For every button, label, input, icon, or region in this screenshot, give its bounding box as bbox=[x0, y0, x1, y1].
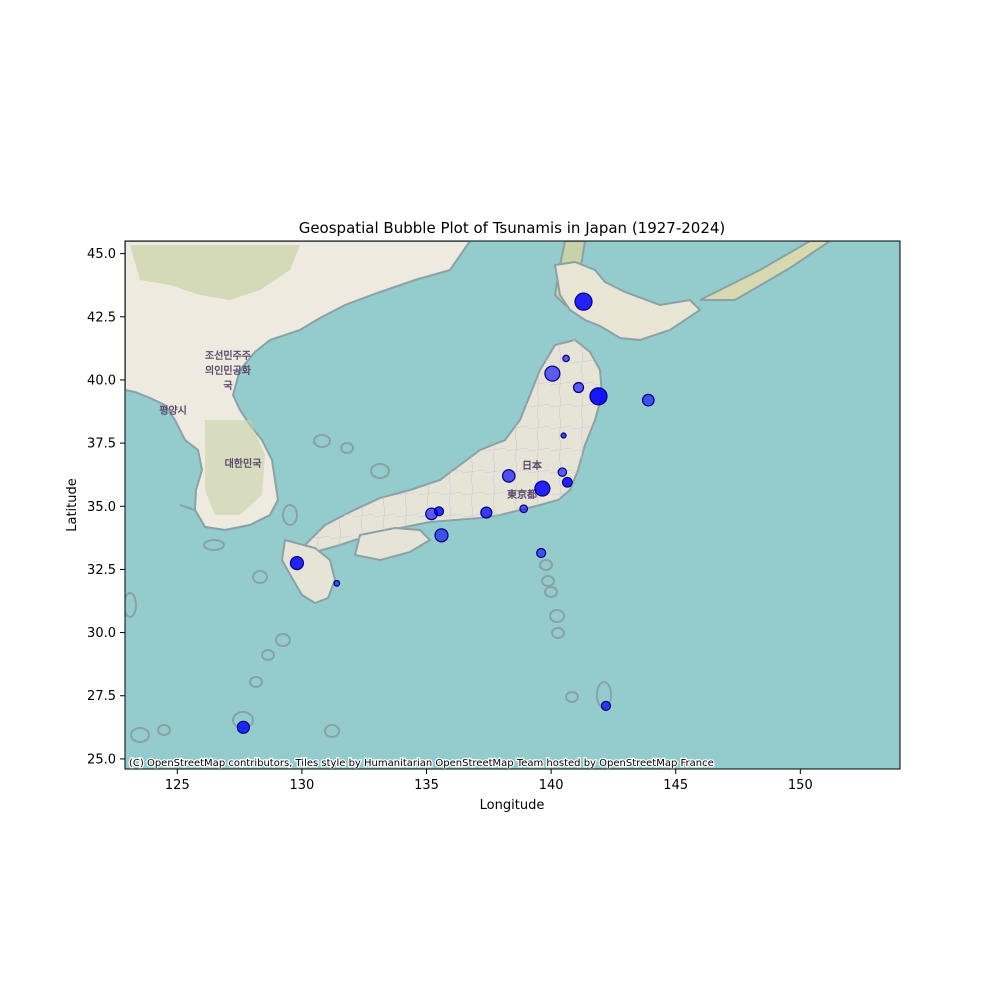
y-tick-label: 32.5 bbox=[87, 563, 116, 578]
tsunami-bubble[interactable] bbox=[600, 700, 612, 711]
tsunami-bubble[interactable] bbox=[562, 354, 570, 363]
y-tick-label: 25.0 bbox=[87, 752, 116, 767]
basemap-labels: 조선민주주 의인민공화 국 평양시 대한민국 日本 東京都 bbox=[159, 349, 543, 501]
x-axis-label: Longitude bbox=[480, 798, 545, 813]
tsunami-bubble[interactable] bbox=[501, 469, 516, 483]
chart-title: Geospatial Bubble Plot of Tsunamis in Ja… bbox=[299, 219, 726, 237]
tsunami-bubble[interactable] bbox=[434, 528, 449, 543]
y-axis-label: Latitude bbox=[65, 478, 80, 532]
map-label-dprk-3: 국 bbox=[223, 380, 232, 392]
tsunami-bubble[interactable] bbox=[641, 393, 655, 407]
y-axis: 25.0 27.5 30.0 32.5 35.0 37.5 40.0 42.5 45.0 bbox=[87, 247, 125, 767]
tsunami-bubble[interactable] bbox=[557, 467, 568, 477]
tsunami-bubble[interactable] bbox=[534, 480, 551, 497]
tsunami-bubble[interactable] bbox=[561, 476, 573, 488]
land-ryukyu-islands bbox=[125, 434, 390, 743]
y-tick-label: 37.5 bbox=[87, 437, 116, 452]
y-tick-label: 27.5 bbox=[87, 689, 116, 704]
tsunami-bubble[interactable] bbox=[236, 720, 250, 734]
land-korea-coast bbox=[179, 499, 279, 532]
land-kyushu bbox=[280, 538, 337, 605]
x-axis: 125 130 135 140 145 150 bbox=[165, 769, 813, 793]
y-tick-label: 42.5 bbox=[87, 310, 116, 325]
x-tick-label: 125 bbox=[165, 778, 190, 793]
tsunami-bubble[interactable] bbox=[544, 365, 561, 382]
y-tick-label: 40.0 bbox=[87, 373, 116, 388]
tsunami-bubble[interactable] bbox=[560, 432, 567, 439]
tsunami-bubble[interactable] bbox=[536, 547, 547, 559]
bubble-layer bbox=[236, 292, 655, 734]
tsunami-bubble[interactable] bbox=[519, 504, 529, 514]
map-label-pyongyang: 평양시 bbox=[159, 404, 187, 417]
land-hokkaido bbox=[553, 260, 702, 342]
tsunami-bubble[interactable] bbox=[289, 556, 305, 571]
tsunami-bubble[interactable] bbox=[589, 387, 608, 406]
map-label-dprk-2: 의인민공화 bbox=[205, 364, 252, 377]
map-label-tokyo: 東京都 bbox=[507, 488, 537, 501]
map-label-japan: 日本 bbox=[522, 459, 543, 472]
plot-frame bbox=[124, 240, 901, 770]
x-tick-label: 130 bbox=[290, 778, 315, 793]
x-tick-label: 135 bbox=[414, 778, 439, 793]
map-attribution: (C) OpenStreetMap contributors, Tiles st… bbox=[129, 758, 714, 769]
map-label-dprk-1: 조선민주주 bbox=[205, 349, 251, 362]
tsunami-bubble[interactable] bbox=[572, 381, 585, 394]
y-tick-label: 30.0 bbox=[87, 626, 116, 641]
tsunami-bubble[interactable] bbox=[574, 292, 593, 311]
map-label-korea: 대한민국 bbox=[225, 457, 262, 470]
tsunami-bubble[interactable] bbox=[333, 579, 341, 587]
tsunami-bubble[interactable] bbox=[425, 507, 438, 521]
land-kurils bbox=[699, 241, 832, 301]
land-road-texture bbox=[305, 340, 602, 552]
x-tick-label: 145 bbox=[663, 778, 688, 793]
y-tick-label: 35.0 bbox=[87, 500, 116, 515]
land-asia-green bbox=[130, 245, 300, 300]
x-tick-label: 140 bbox=[539, 778, 564, 793]
tsunami-bubble[interactable] bbox=[480, 506, 493, 519]
x-tick-label: 150 bbox=[788, 778, 813, 793]
land-shikoku bbox=[353, 526, 432, 562]
y-tick-label: 45.0 bbox=[87, 247, 116, 262]
land-korea-green bbox=[205, 420, 265, 515]
map-basemap bbox=[125, 241, 900, 769]
